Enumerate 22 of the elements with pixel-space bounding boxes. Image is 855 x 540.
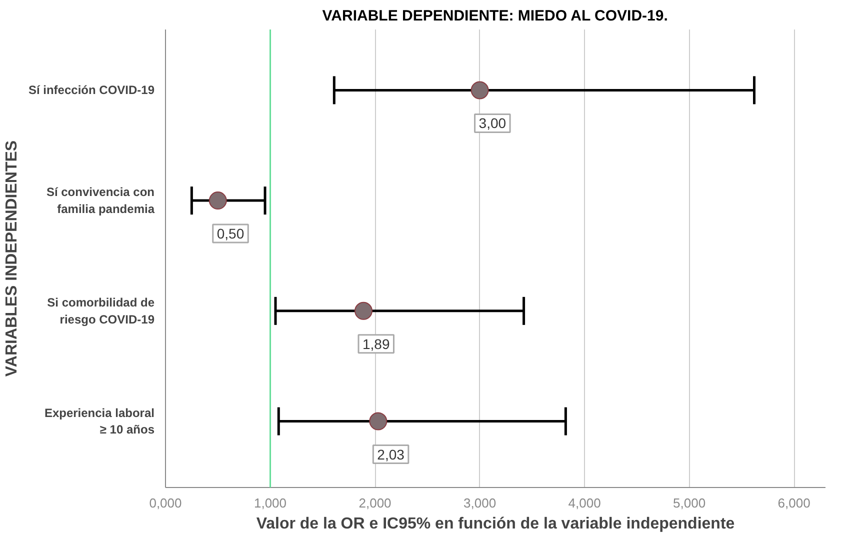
point xyxy=(354,302,372,320)
x-tick-label: 1,000 xyxy=(254,496,287,510)
x-tick-label: 3,000 xyxy=(464,496,496,510)
point xyxy=(369,412,388,430)
chart-title: VARIABLE DEPENDIENTE: MIEDO AL COVID-19. xyxy=(322,8,668,24)
y-tick-label: Sí convivencia con familia pandemia xyxy=(46,185,155,216)
x-axis-title: Valor de la OR e IC95% en función de la variable independiente xyxy=(256,516,735,532)
x-tick-label: 5,000 xyxy=(673,496,706,510)
data-label: 2,03 xyxy=(377,446,405,462)
x-tick-label: 4,000 xyxy=(568,496,601,510)
point xyxy=(470,81,489,100)
point xyxy=(208,192,227,210)
data-label: 0,50 xyxy=(216,226,244,242)
y-tick-label: Si comorbilidad de riesgo COVID-19 xyxy=(47,296,155,326)
data-label: 3,00 xyxy=(478,115,506,132)
data-label: 1,89 xyxy=(362,336,390,352)
y-tick-label: Experiencia laboral ≥ 10 años xyxy=(44,406,155,437)
x-tick-label: 0,000 xyxy=(149,496,182,510)
y-axis-title: VARIABLES INDEPENDIENTES xyxy=(3,140,20,377)
x-tick-label: 6,000 xyxy=(778,496,810,510)
y-tick-label: Sí infección COVID-19 xyxy=(28,83,155,98)
x-tick-label: 2,000 xyxy=(358,496,392,510)
